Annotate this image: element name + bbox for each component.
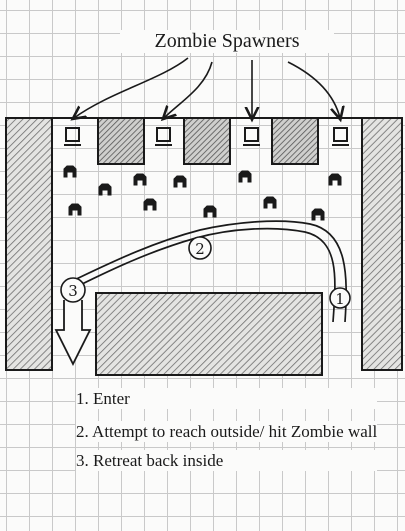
zombie-icon xyxy=(203,205,217,218)
wall-left xyxy=(5,117,53,371)
arrow-icon xyxy=(74,57,189,118)
wall-block-3 xyxy=(271,117,319,165)
zombie-icon xyxy=(311,208,325,221)
zombie-icon xyxy=(68,203,82,216)
arrow-icon xyxy=(164,61,213,118)
title-label: Zombie Spawners xyxy=(120,30,334,53)
wall-block-1 xyxy=(97,117,145,165)
zombie-icon xyxy=(238,170,252,183)
zombie-icon xyxy=(63,165,77,178)
inner-wall xyxy=(95,292,323,376)
marker-retreat-label: 3 xyxy=(68,282,78,300)
zombie-icon xyxy=(133,173,147,186)
zombie-icon xyxy=(328,173,342,186)
step-attempt: 2. Attempt to reach outside/ hit Zombie … xyxy=(76,421,378,442)
step-enter: 1. Enter xyxy=(76,388,378,409)
spawner-icon xyxy=(64,127,81,146)
step-retreat: 3. Retreat back inside xyxy=(76,450,378,471)
marker-enter-label: 1 xyxy=(335,290,345,308)
zombie-icon xyxy=(263,196,277,209)
spawner-icon xyxy=(155,127,172,146)
zombie-group xyxy=(63,165,342,221)
steps-list: 1. Enter 2. Attempt to reach outside/ hi… xyxy=(76,388,378,483)
zombie-icon xyxy=(173,175,187,188)
marker-retreat: 3 xyxy=(60,277,86,303)
marker-enter: 1 xyxy=(329,287,351,309)
zombie-icon xyxy=(98,183,112,196)
spawner-icon xyxy=(243,127,260,146)
retreat-arrow-icon xyxy=(54,300,92,367)
wall-right xyxy=(361,117,403,371)
zombie-icon xyxy=(143,198,157,211)
player-path xyxy=(69,220,347,323)
marker-attempt: 2 xyxy=(188,236,212,260)
wall-block-2 xyxy=(183,117,231,165)
arrow-icon xyxy=(287,61,340,118)
marker-attempt-label: 2 xyxy=(195,240,205,258)
spawner-icon xyxy=(332,127,349,146)
